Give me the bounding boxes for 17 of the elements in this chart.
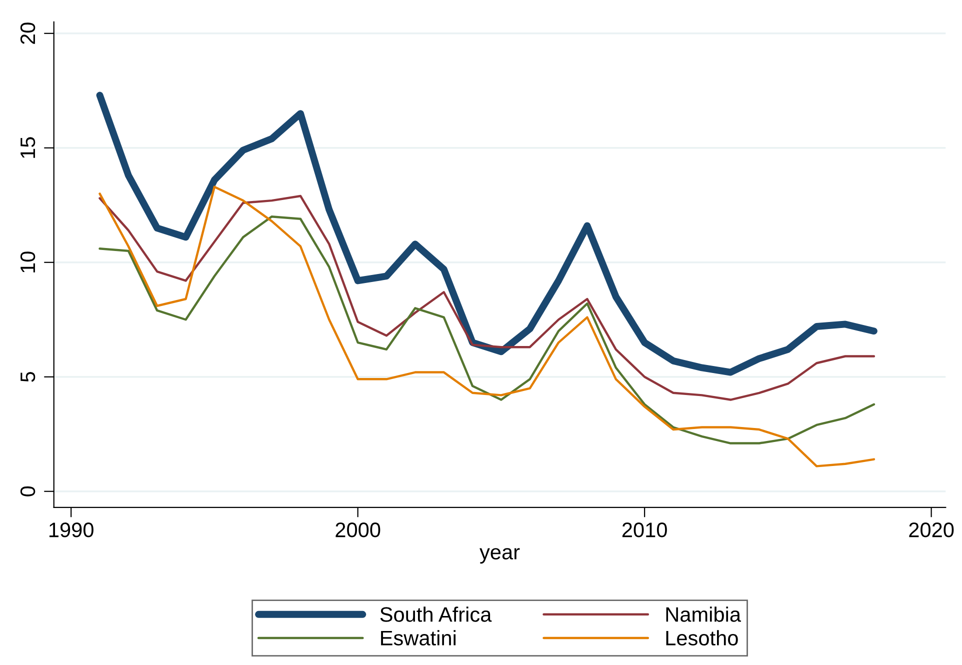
y-tick-label: 10 — [20, 252, 36, 272]
legend-label: Namibia — [666, 606, 742, 622]
line-series — [98, 215, 876, 444]
x-axis-title: year — [480, 548, 520, 564]
y-tick-label: 15 — [20, 137, 36, 158]
y-tick-label: 5 — [20, 372, 36, 382]
legend-label: South Africa — [380, 606, 492, 622]
line-series — [98, 194, 876, 401]
y-tick-label: 0 — [20, 486, 36, 496]
x-tick-label: 1990 — [49, 522, 94, 538]
x-tick-label: 2000 — [336, 522, 380, 538]
x-tick-label: 2010 — [622, 522, 667, 538]
x-tick-label: 2020 — [909, 522, 954, 538]
legend-label: Lesotho — [666, 630, 738, 646]
legend-label: Eswatini — [381, 630, 456, 646]
y-tick-label: 20 — [20, 22, 36, 44]
line-series — [98, 186, 876, 468]
